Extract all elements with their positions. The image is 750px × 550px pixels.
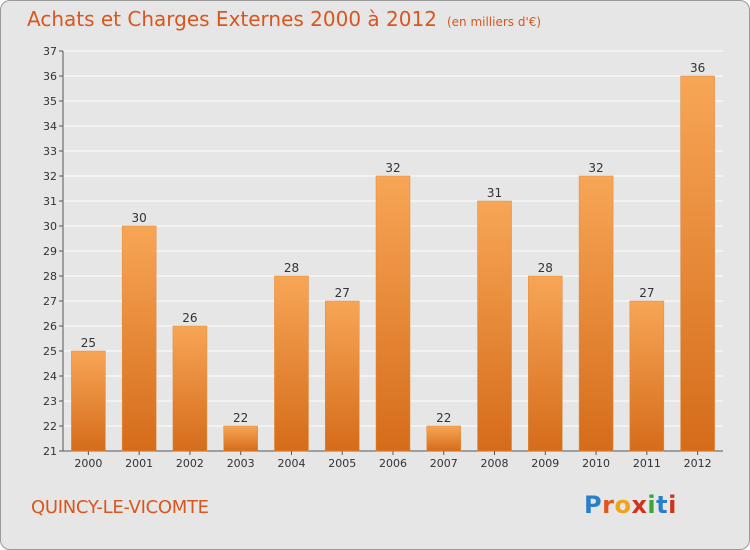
data-label-2010: 32	[588, 161, 603, 175]
x-tick-label-2009: 2009	[531, 457, 559, 470]
data-label-2006: 32	[385, 161, 400, 175]
logo-letter: t	[656, 491, 669, 519]
bar-2011[interactable]	[629, 300, 665, 452]
bar-2005[interactable]	[324, 300, 360, 452]
y-tick-label: 32	[43, 170, 57, 183]
data-label-2001: 30	[132, 211, 147, 225]
x-tick-label-2003: 2003	[227, 457, 255, 470]
y-tick-label: 34	[43, 120, 57, 133]
data-label-2008: 31	[487, 186, 502, 200]
data-label-2003: 22	[233, 411, 248, 425]
bar-2003[interactable]	[223, 425, 258, 452]
y-tick-label: 25	[43, 345, 57, 358]
y-tick-label: 27	[43, 295, 57, 308]
data-labels: 25 30 26 22 28 27 32 22 31 28 32 27 36	[81, 61, 706, 425]
logo-letter: x	[631, 491, 648, 519]
data-label-2002: 26	[182, 311, 197, 325]
y-tick-label: 30	[43, 220, 57, 233]
logo-letter: i	[647, 491, 657, 519]
x-tick-label-2011: 2011	[633, 457, 661, 470]
bar-2012[interactable]	[680, 75, 715, 452]
y-tick-label: 33	[43, 145, 57, 158]
data-label-2004: 28	[284, 261, 299, 275]
x-tick-label-2012: 2012	[684, 457, 712, 470]
y-tick-label: 35	[43, 95, 57, 108]
bars	[71, 75, 715, 452]
y-tick-label: 23	[43, 395, 57, 408]
data-label-2000: 25	[81, 336, 96, 350]
bar-2010[interactable]	[578, 175, 614, 452]
y-tick-label: 37	[43, 45, 57, 58]
data-label-2007: 22	[436, 411, 451, 425]
logo-letter: r	[602, 491, 615, 519]
title-row: Achats et Charges Externes 2000 à 2012 (e…	[27, 7, 541, 31]
x-tick-label-2002: 2002	[176, 457, 204, 470]
commune-name: QUINCY-LE-VICOMTE	[31, 497, 209, 518]
y-tick-label: 26	[43, 320, 57, 333]
bar-2008[interactable]	[477, 200, 512, 452]
chart-subtitle: (en milliers d'€)	[446, 15, 542, 29]
bar-2002[interactable]	[172, 325, 208, 452]
x-tick-label-2006: 2006	[379, 457, 407, 470]
data-label-2011: 27	[639, 286, 654, 300]
bar-2001[interactable]	[121, 225, 157, 452]
bar-2009[interactable]	[528, 275, 563, 452]
bar-2004[interactable]	[274, 275, 309, 452]
proxiti-logo[interactable]: Proxiti	[584, 491, 677, 519]
x-tick-label-2001: 2001	[125, 457, 153, 470]
y-tick-label: 21	[43, 445, 57, 458]
logo-letter: i	[668, 491, 677, 519]
y-tick-label: 31	[43, 195, 57, 208]
bar-2007[interactable]	[426, 425, 462, 452]
x-tick-label-2010: 2010	[582, 457, 610, 470]
y-tick-label: 22	[43, 420, 57, 433]
x-tick-label-2004: 2004	[277, 457, 305, 470]
data-label-2009: 28	[538, 261, 553, 275]
bar-2006[interactable]	[375, 175, 411, 452]
y-tick-label: 28	[43, 270, 57, 283]
x-tick-label-2005: 2005	[328, 457, 356, 470]
bar-2000[interactable]	[71, 350, 106, 452]
x-tick-label-2007: 2007	[430, 457, 458, 470]
data-label-2012: 36	[690, 61, 705, 75]
x-tick-label-2000: 2000	[74, 457, 102, 470]
data-label-2005: 27	[335, 286, 350, 300]
logo-letter: o	[614, 491, 632, 519]
y-tick-label: 24	[43, 370, 57, 383]
chart-title: Achats et Charges Externes 2000 à 2012	[27, 7, 437, 31]
x-tick-label-2008: 2008	[481, 457, 509, 470]
y-tick-label: 36	[43, 70, 57, 83]
logo-letter: P	[584, 491, 603, 519]
y-tick-label: 29	[43, 245, 57, 258]
